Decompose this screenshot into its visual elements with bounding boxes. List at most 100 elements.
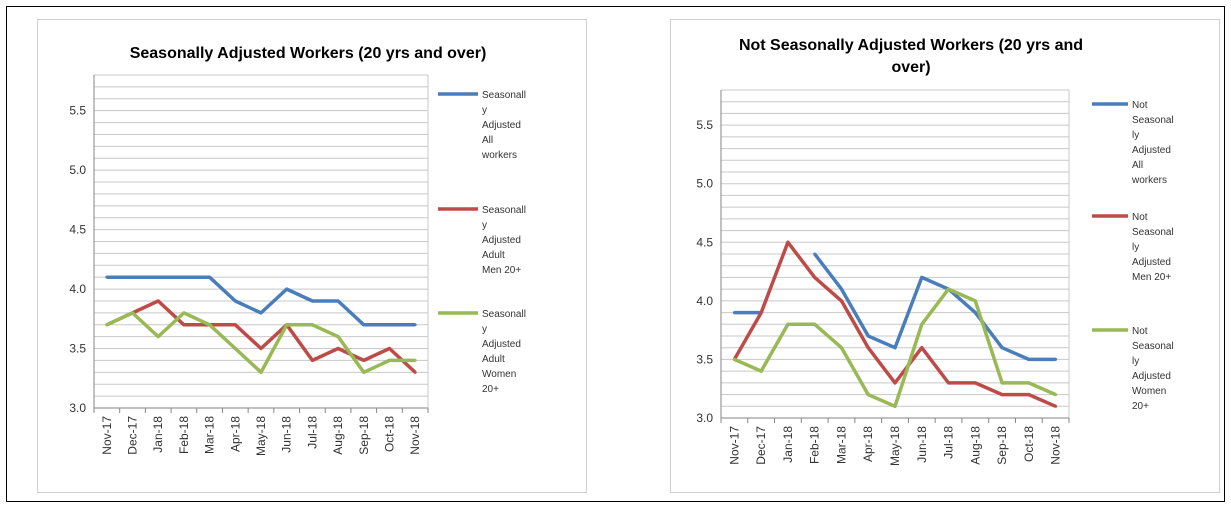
legend-label: Seasonal — [1132, 115, 1174, 126]
data-point — [182, 275, 186, 279]
legend-label: 20+ — [1132, 401, 1149, 412]
chart-title: over) — [891, 59, 930, 76]
data-point — [156, 275, 160, 279]
x-tick-label: Aug-18 — [968, 426, 982, 465]
data-point — [233, 323, 237, 327]
legend-label: ly — [1132, 242, 1139, 253]
data-point — [973, 299, 977, 303]
legend-label: workers — [481, 150, 517, 161]
data-point — [259, 347, 263, 351]
data-point — [233, 347, 237, 351]
legend-label: 20+ — [482, 384, 499, 395]
data-point — [1027, 357, 1031, 361]
x-tick-label: Mar-18 — [834, 426, 848, 464]
legend-label: Adjusted — [482, 235, 521, 246]
data-point — [920, 275, 924, 279]
legend-label: Seasonall — [482, 205, 526, 216]
x-tick-label: Jan-18 — [781, 426, 795, 463]
data-point — [1054, 404, 1058, 408]
data-point — [839, 346, 843, 350]
y-tick-label: 4.0 — [696, 294, 713, 308]
chart-seasonally-adjusted: Seasonally Adjusted Workers (20 yrs and … — [37, 19, 587, 493]
data-point — [387, 358, 391, 362]
x-tick-label: Jun-18 — [915, 426, 929, 463]
data-point — [310, 299, 314, 303]
chart-title: Not Seasonally Adjusted Workers (20 yrs … — [739, 37, 1083, 54]
legend-label: Adjusted — [1132, 145, 1171, 156]
data-point — [1000, 393, 1004, 397]
data-point — [732, 357, 736, 361]
y-tick-label: 5.0 — [69, 163, 86, 177]
data-point — [208, 323, 212, 327]
data-point — [866, 334, 870, 338]
y-tick-label: 3.0 — [696, 411, 713, 425]
legend-label: ly — [1132, 130, 1139, 141]
data-point — [285, 323, 289, 327]
data-point — [156, 299, 160, 303]
data-point — [362, 323, 366, 327]
legend-label: Adult — [482, 250, 505, 261]
legend-label: Adjusted — [482, 120, 521, 131]
y-tick-label: 3.5 — [696, 352, 713, 366]
x-tick-label: Mar-18 — [203, 416, 217, 454]
chart-svg: Seasonally Adjusted Workers (20 yrs and … — [69, 45, 526, 456]
series-line — [732, 287, 1058, 409]
data-point — [786, 322, 790, 326]
data-point — [866, 346, 870, 350]
data-point — [182, 323, 186, 327]
y-tick-label: 4.5 — [696, 235, 713, 249]
data-point — [1027, 381, 1031, 385]
data-point — [973, 381, 977, 385]
data-point — [1027, 393, 1031, 397]
x-tick-label: Feb-18 — [177, 416, 191, 454]
data-point — [893, 381, 897, 385]
y-tick-label: 5.0 — [696, 177, 713, 191]
data-point — [387, 323, 391, 327]
legend-label: Women — [482, 369, 516, 380]
series-line — [105, 275, 417, 327]
data-point — [131, 275, 135, 279]
data-point — [362, 358, 366, 362]
y-tick-label: 3.0 — [69, 401, 86, 415]
legend-label: Seasonall — [482, 309, 526, 320]
y-tick-label: 4.0 — [69, 282, 86, 296]
data-point — [259, 370, 263, 374]
x-tick-label: Oct-18 — [382, 416, 396, 452]
data-point — [893, 404, 897, 408]
data-point — [336, 299, 340, 303]
chart-svg: Not Seasonally Adjusted Workers (20 yrs … — [696, 37, 1174, 466]
legend-label: Adjusted — [482, 339, 521, 350]
legend-label: workers — [1131, 175, 1167, 186]
data-point — [839, 299, 843, 303]
x-tick-label: May-18 — [254, 416, 268, 456]
x-tick-label: Jan-18 — [151, 416, 165, 453]
data-point — [156, 335, 160, 339]
data-point — [336, 335, 340, 339]
data-point — [233, 299, 237, 303]
data-point — [336, 347, 340, 351]
x-tick-label: Dec-17 — [126, 416, 140, 455]
x-tick-label: Oct-18 — [1022, 426, 1036, 462]
x-tick-label: Sep-18 — [357, 416, 371, 455]
data-point — [285, 287, 289, 291]
data-point — [182, 311, 186, 315]
series-line — [732, 252, 1058, 362]
data-point — [413, 370, 417, 374]
data-point — [759, 369, 763, 373]
outer-frame: Seasonally Adjusted Workers (20 yrs and … — [6, 6, 1225, 502]
x-tick-label: Nov-18 — [1049, 426, 1063, 465]
legend-label: Not — [1132, 326, 1148, 337]
chart-not-seasonally-adjusted: Not Seasonally Adjusted Workers (20 yrs … — [670, 19, 1220, 493]
y-tick-label: 4.5 — [69, 223, 86, 237]
data-point — [786, 240, 790, 244]
data-point — [208, 275, 212, 279]
data-point — [131, 311, 135, 315]
data-point — [105, 323, 109, 327]
data-point — [413, 323, 417, 327]
y-tick-label: 5.5 — [696, 118, 713, 132]
series-path — [106, 311, 416, 375]
legend-label: All — [1132, 160, 1143, 171]
data-point — [866, 393, 870, 397]
x-tick-label: Apr-18 — [861, 426, 875, 462]
legend-label: Not — [1132, 212, 1148, 223]
